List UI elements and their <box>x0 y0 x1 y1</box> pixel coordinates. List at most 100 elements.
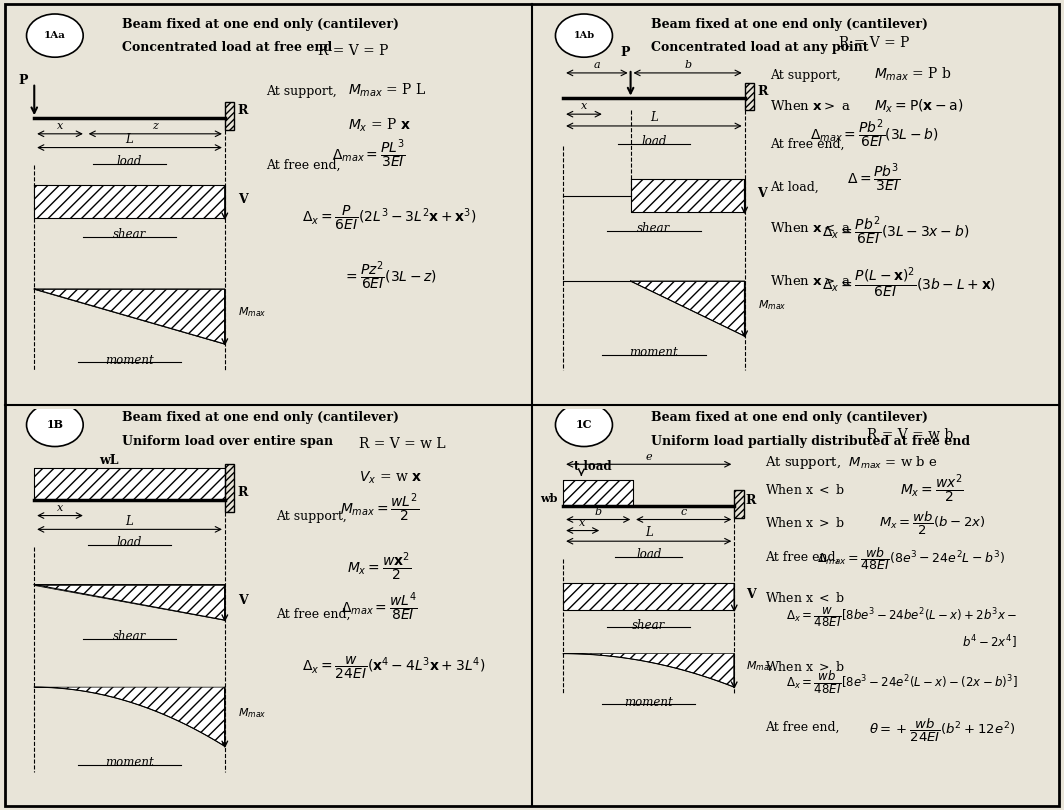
Text: At load,: At load, <box>770 181 819 194</box>
Text: moment: moment <box>630 346 678 359</box>
Text: $M_{max}$ = P L: $M_{max}$ = P L <box>348 82 427 99</box>
Circle shape <box>555 403 613 446</box>
Text: shear: shear <box>637 222 670 235</box>
Text: At free end,: At free end, <box>765 721 839 734</box>
Circle shape <box>27 14 83 58</box>
Circle shape <box>555 14 613 58</box>
Text: 1Aa: 1Aa <box>44 31 66 40</box>
Text: When x $>$ b: When x $>$ b <box>765 517 846 531</box>
Text: $M_{max}$: $M_{max}$ <box>758 298 786 312</box>
Bar <box>745 83 754 110</box>
Text: x: x <box>56 122 63 131</box>
Text: R = V = P: R = V = P <box>318 45 388 58</box>
Text: moment: moment <box>625 696 674 709</box>
Text: shear: shear <box>113 228 146 241</box>
Text: V: V <box>758 187 767 200</box>
Text: Beam fixed at one end only (cantilever): Beam fixed at one end only (cantilever) <box>121 18 399 31</box>
Text: load: load <box>642 135 666 148</box>
Text: L: L <box>650 111 658 124</box>
Text: shear: shear <box>632 619 665 632</box>
Text: $\Delta_{max} = \dfrac{wb}{48EI}(8e^3 - 24e^2L - b^3)$: $\Delta_{max} = \dfrac{wb}{48EI}(8e^3 - … <box>817 545 1005 572</box>
Text: load: load <box>117 156 143 168</box>
Polygon shape <box>34 289 225 344</box>
Text: When $\mathbf{x} < $ a: When $\mathbf{x} < $ a <box>770 221 852 235</box>
Polygon shape <box>631 179 745 212</box>
Text: Beam fixed at one end only (cantilever): Beam fixed at one end only (cantilever) <box>651 18 928 31</box>
Text: R = V = w L: R = V = w L <box>359 437 446 451</box>
Text: P: P <box>620 46 630 59</box>
Text: R: R <box>237 104 248 117</box>
Text: At free end,: At free end, <box>765 551 839 564</box>
Text: x: x <box>581 101 587 112</box>
Text: $\Delta_{max} = \dfrac{wL^4}{8EI}$: $\Delta_{max} = \dfrac{wL^4}{8EI}$ <box>340 590 418 623</box>
Text: R: R <box>746 494 757 507</box>
Circle shape <box>27 403 83 446</box>
Text: P: P <box>19 75 29 87</box>
Text: V: V <box>237 193 248 206</box>
Text: R = V = P: R = V = P <box>838 36 910 50</box>
Text: $\Delta_x = \dfrac{w}{24EI}(\mathbf{x}^4 - 4L^3\mathbf{x} + 3L^4)$: $\Delta_x = \dfrac{w}{24EI}(\mathbf{x}^4… <box>302 654 485 681</box>
Text: $M_{max} = \dfrac{wL^2}{2}$: $M_{max} = \dfrac{wL^2}{2}$ <box>339 492 419 524</box>
Text: At support,: At support, <box>770 69 842 82</box>
Text: When x $<$ b: When x $<$ b <box>765 591 846 605</box>
Text: $M_{max}$ = P b: $M_{max}$ = P b <box>875 66 952 83</box>
Text: R: R <box>237 486 248 499</box>
Text: moment: moment <box>105 757 154 770</box>
Text: At support,  $M_{max}$ = w b e: At support, $M_{max}$ = w b e <box>765 454 938 471</box>
Polygon shape <box>631 281 745 336</box>
Bar <box>225 464 234 512</box>
Polygon shape <box>563 582 734 610</box>
Text: $M_{max}$: $M_{max}$ <box>746 659 775 673</box>
Text: L: L <box>126 133 133 146</box>
Text: $\theta = +\dfrac{wb}{24EI}(b^2 + 12e^2)$: $\theta = +\dfrac{wb}{24EI}(b^2 + 12e^2)… <box>869 717 1015 744</box>
Text: $M_x = \dfrac{wb}{2}(b - 2x)$: $M_x = \dfrac{wb}{2}(b - 2x)$ <box>879 509 986 537</box>
Text: $\Delta_x = \dfrac{P}{6EI}(2L^3 - 3L^2\mathbf{x} + \mathbf{x}^3)$: $\Delta_x = \dfrac{P}{6EI}(2L^3 - 3L^2\m… <box>302 203 477 232</box>
Text: At support,: At support, <box>277 509 347 522</box>
Polygon shape <box>34 185 225 218</box>
Text: At free end,: At free end, <box>277 608 351 621</box>
Text: $\Delta_{max} = \dfrac{Pb^2}{6EI}(3L - b)$: $\Delta_{max} = \dfrac{Pb^2}{6EI}(3L - b… <box>810 117 938 151</box>
Text: L: L <box>645 526 652 539</box>
Text: wb: wb <box>539 492 558 504</box>
Text: load: load <box>636 548 662 561</box>
Text: x: x <box>56 503 63 513</box>
Bar <box>734 490 744 518</box>
Text: shear: shear <box>113 630 146 643</box>
Text: V: V <box>746 588 755 601</box>
Polygon shape <box>563 654 734 687</box>
Text: b: b <box>684 60 692 70</box>
Text: $\Delta_x = \dfrac{Pb^2}{6EI}(3L - 3x - b)$: $\Delta_x = \dfrac{Pb^2}{6EI}(3L - 3x - … <box>822 214 969 247</box>
Text: When $\mathbf{x} > $ a: When $\mathbf{x} > $ a <box>770 274 852 288</box>
Text: t load: t load <box>573 460 611 473</box>
Text: $\Delta_{max} = \dfrac{P L^3}{3EI}$: $\Delta_{max} = \dfrac{P L^3}{3EI}$ <box>332 137 405 170</box>
Text: At free end,: At free end, <box>770 138 845 151</box>
Text: At free end,: At free end, <box>266 160 340 173</box>
Text: $\Delta_x = \dfrac{wb}{48EI}[8e^3 - 24e^2(L - x) - (2x - b)^3]$: $\Delta_x = \dfrac{wb}{48EI}[8e^3 - 24e^… <box>786 670 1017 697</box>
Text: 1B: 1B <box>47 420 64 430</box>
Text: moment: moment <box>105 354 154 367</box>
Text: wL: wL <box>99 454 118 467</box>
Bar <box>225 102 234 130</box>
Text: R = V = w b: R = V = w b <box>867 428 953 441</box>
Text: $M_x = \dfrac{w\mathbf{x}^2}{2}$: $M_x = \dfrac{w\mathbf{x}^2}{2}$ <box>347 551 412 583</box>
Text: $\Delta = \dfrac{Pb^3}{3EI}$: $\Delta = \dfrac{Pb^3}{3EI}$ <box>847 160 901 194</box>
Text: Concentrated load at any point: Concentrated load at any point <box>651 41 869 54</box>
Polygon shape <box>34 585 225 620</box>
Text: c: c <box>681 507 687 517</box>
Text: $M_{max}$: $M_{max}$ <box>237 706 266 720</box>
Polygon shape <box>34 687 225 746</box>
Text: $V_x$ = w $\mathbf{x}$: $V_x$ = w $\mathbf{x}$ <box>359 470 421 487</box>
Text: z: z <box>152 122 159 131</box>
Text: Beam fixed at one end only (cantilever): Beam fixed at one end only (cantilever) <box>121 411 399 424</box>
Text: Uniform load over entire span: Uniform load over entire span <box>121 435 333 448</box>
Text: $\Delta_x = \dfrac{w}{48EI}[8be^3 - 24be^2(L - x) + 2b^3x -$: $\Delta_x = \dfrac{w}{48EI}[8be^3 - 24be… <box>786 606 1017 629</box>
Text: At support,: At support, <box>266 84 336 97</box>
Text: R: R <box>758 84 768 97</box>
Text: $\Delta_x = \dfrac{P(L-\mathbf{x})^2}{6EI}(3b - L + \mathbf{x})$: $\Delta_x = \dfrac{P(L-\mathbf{x})^2}{6E… <box>822 265 997 300</box>
Polygon shape <box>34 468 225 500</box>
Text: $M_{max}$: $M_{max}$ <box>237 305 266 319</box>
Text: V: V <box>237 594 248 607</box>
Text: load: load <box>117 536 143 549</box>
Text: b: b <box>595 507 602 517</box>
Text: $M_x$ = P $\mathbf{x}$: $M_x$ = P $\mathbf{x}$ <box>348 117 412 134</box>
